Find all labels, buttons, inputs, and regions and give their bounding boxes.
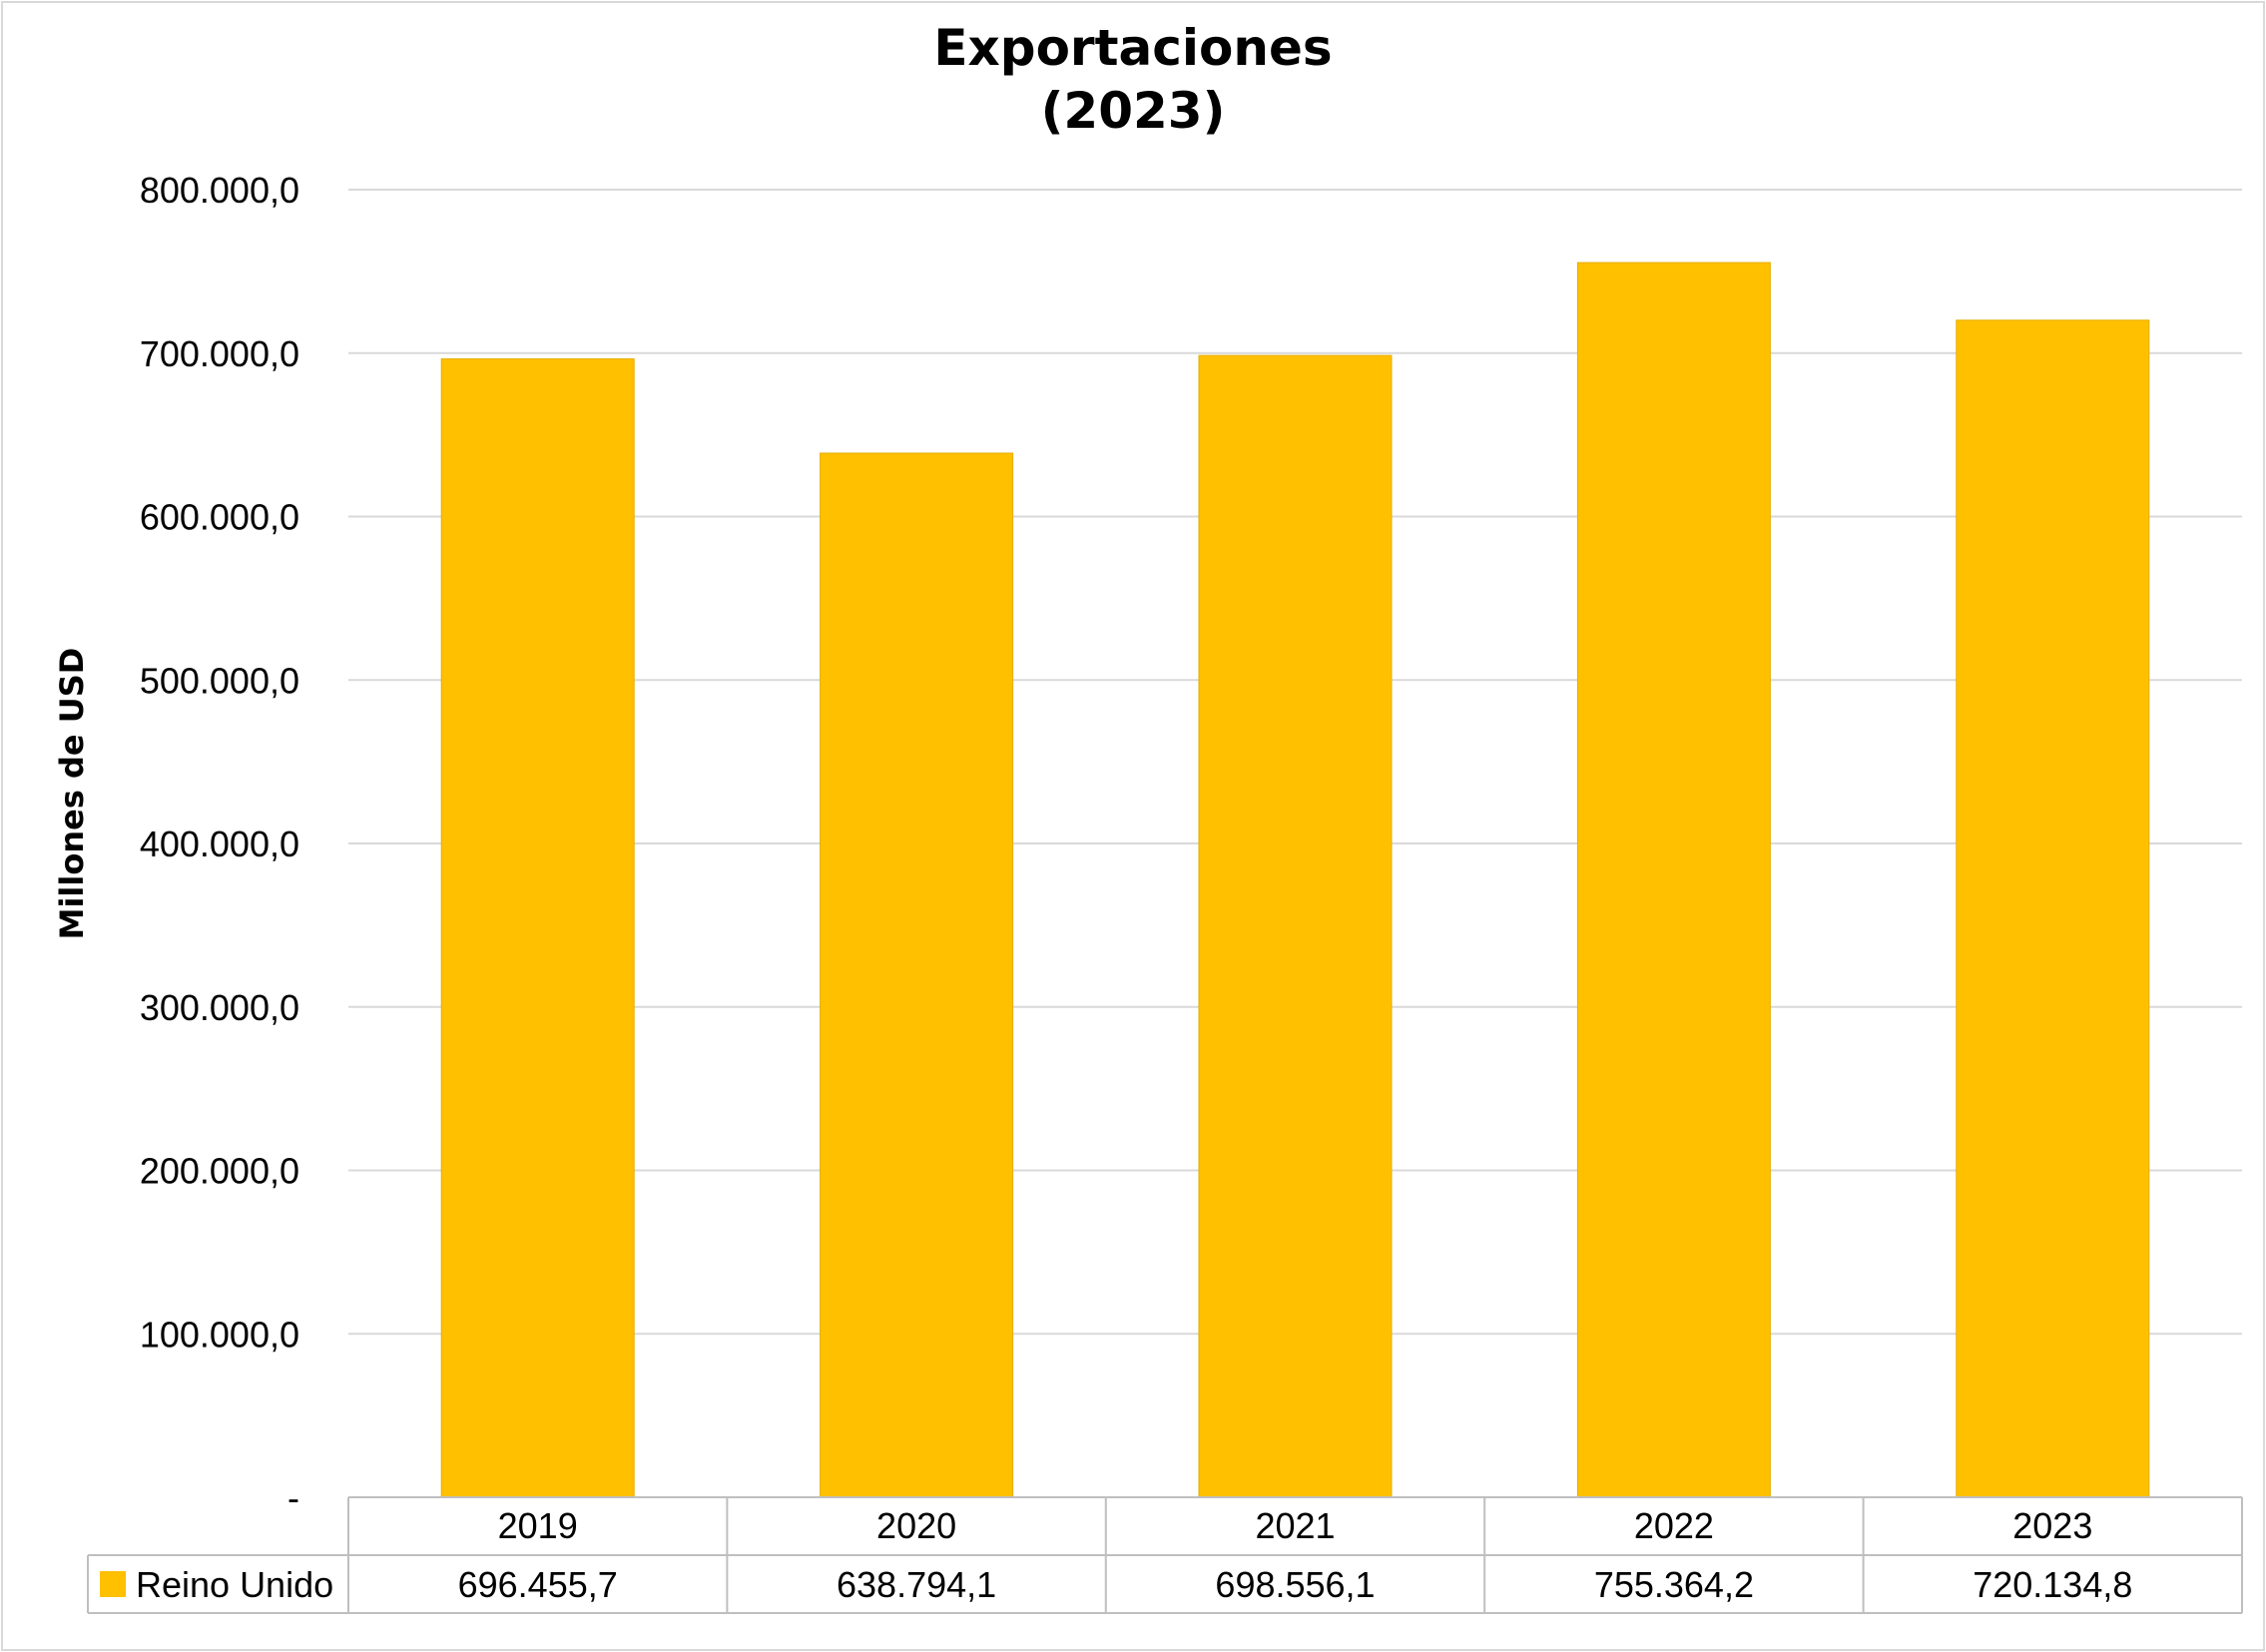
data-label: 755.364,2 (1594, 1564, 1754, 1605)
data-label: 720.134,8 (1973, 1564, 2132, 1605)
y-axis-label: Millones de USD (53, 648, 91, 940)
legend-swatch (100, 1571, 126, 1597)
bar (1576, 262, 1771, 1498)
y-tick-label: 100.000,0 (140, 1314, 299, 1355)
data-table: 2019 696.455,7 2020 638.794,1 2021 698.556,1 2… (87, 1496, 2243, 1614)
data-label: 696.455,7 (458, 1564, 618, 1605)
chart-title-line1: Exportaciones (933, 19, 1332, 77)
x-tick-label: 2022 (1634, 1505, 1714, 1546)
x-tick-label: 2020 (876, 1505, 956, 1546)
x-tick-label: 2021 (1255, 1505, 1335, 1546)
y-tick-label: 400.000,0 (140, 824, 299, 864)
x-tick-label: 2023 (2012, 1505, 2092, 1546)
data-label: 638.794,1 (837, 1564, 996, 1605)
bar (1956, 319, 2150, 1498)
bar (1198, 354, 1393, 1498)
data-label: 698.556,1 (1215, 1564, 1375, 1605)
bar (820, 452, 1014, 1498)
y-tick-label: 600.000,0 (140, 497, 299, 538)
y-tick-label: 800.000,0 (140, 170, 299, 211)
y-tick-label: 700.000,0 (140, 333, 299, 374)
y-tick-label: - (287, 1477, 299, 1518)
y-tick-label: 300.000,0 (140, 987, 299, 1028)
bar (440, 358, 635, 1498)
chart-title-line2: (2023) (1041, 82, 1226, 140)
x-tick-label: 2019 (498, 1505, 578, 1546)
y-tick-label: 500.000,0 (140, 660, 299, 701)
legend-label: Reino Unido (136, 1564, 333, 1605)
bars (440, 262, 2150, 1498)
y-tick-label: 200.000,0 (140, 1151, 299, 1192)
y-tick-labels: - 100.000,0 200.000,0 300.000,0 400.000,0 500… (140, 170, 299, 1518)
